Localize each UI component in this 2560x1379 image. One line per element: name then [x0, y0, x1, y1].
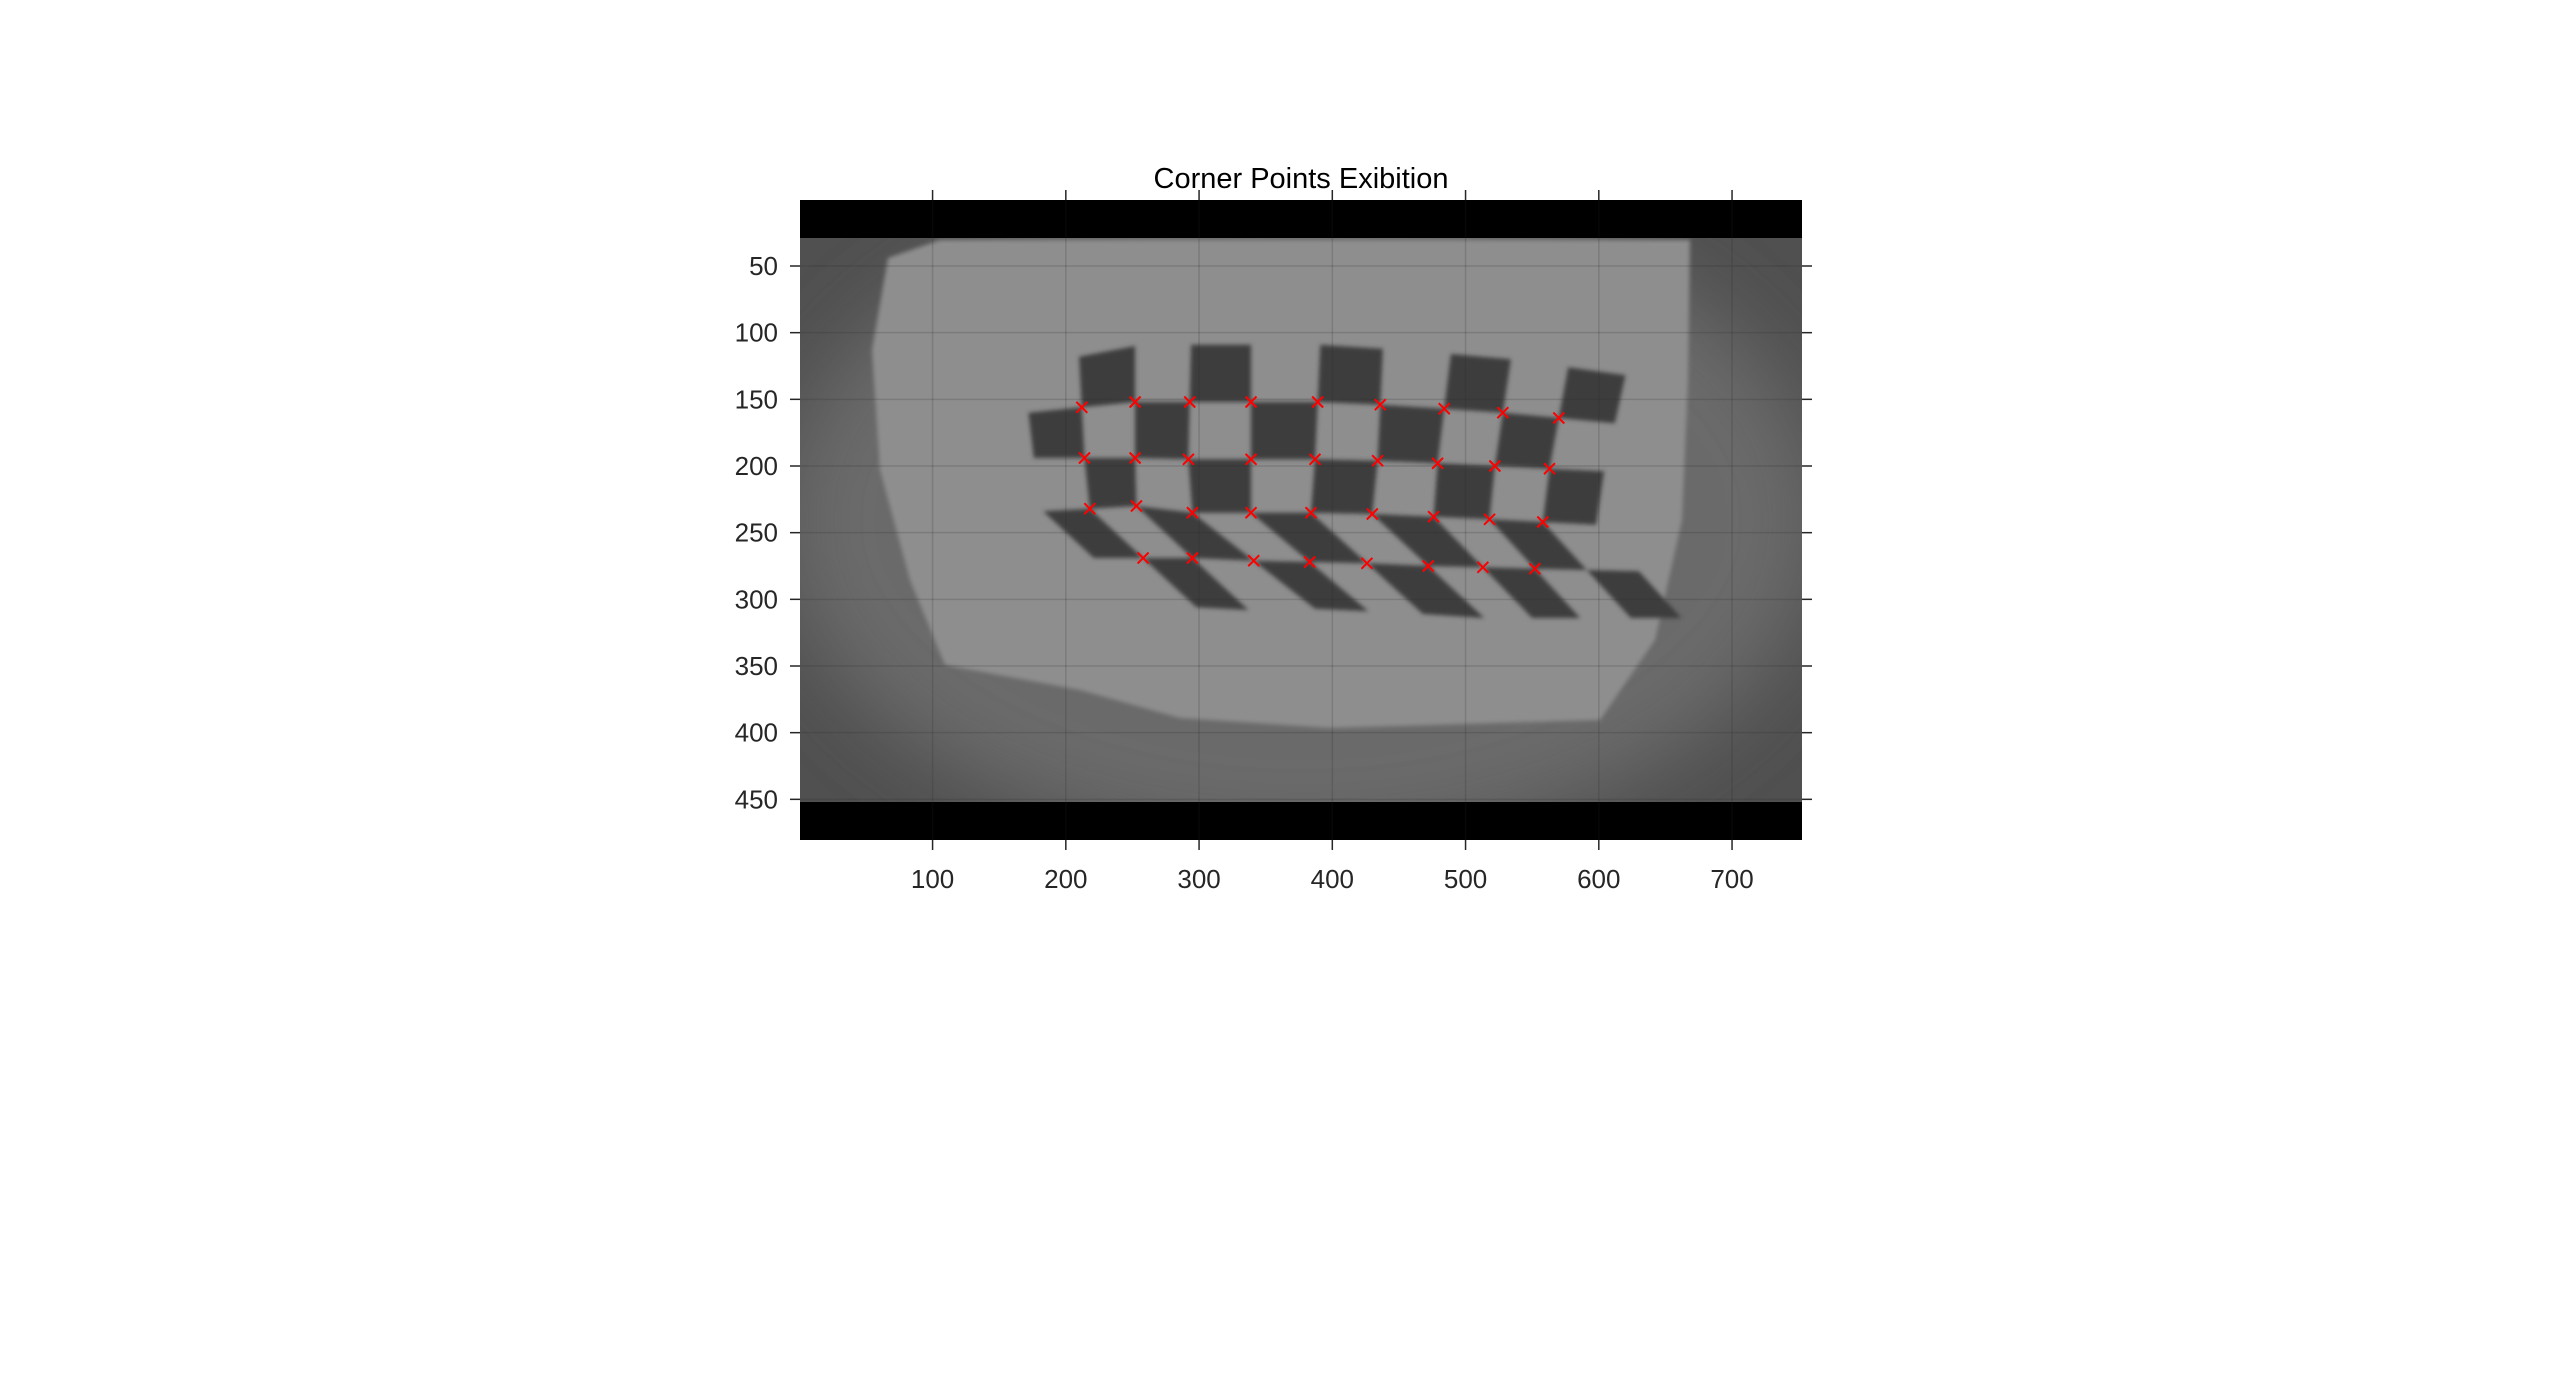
corner-point — [1488, 459, 1502, 473]
corner-point — [1438, 402, 1451, 415]
corner-point — [1431, 457, 1444, 470]
corner-point — [1186, 506, 1199, 519]
y-tick-label: 400 — [735, 718, 778, 748]
x-tick-label: 600 — [1577, 864, 1620, 894]
camera-image — [800, 200, 1802, 840]
y-tick-label: 350 — [735, 651, 778, 681]
board-square — [1489, 519, 1587, 570]
y-tick-label: 300 — [735, 584, 778, 614]
corner-point — [1128, 451, 1142, 465]
corner-point — [1371, 454, 1384, 467]
corner-point — [1136, 551, 1150, 565]
corner-point-markers — [1075, 395, 1566, 575]
x-tick-label: 300 — [1177, 864, 1220, 894]
board-square — [1433, 463, 1495, 520]
corner-point — [1244, 395, 1258, 409]
checkerboard-squares — [1028, 344, 1682, 618]
board-square — [1367, 563, 1485, 618]
axes — [790, 190, 1812, 850]
board-square — [1482, 567, 1581, 618]
board-square — [1377, 404, 1445, 464]
corner-point — [1374, 398, 1387, 411]
board-square — [1143, 558, 1249, 610]
corner-point — [1476, 561, 1490, 574]
board-square — [1311, 459, 1378, 514]
x-tick-label: 400 — [1311, 864, 1354, 894]
y-axis-ticks: 50 100 150 200 250 300 350 400 450 — [735, 251, 778, 814]
y-tick-label: 450 — [735, 784, 778, 814]
y-tick-label: 100 — [735, 318, 778, 348]
x-tick-label: 500 — [1444, 864, 1487, 894]
corner-point — [1366, 507, 1379, 521]
board-square — [1084, 458, 1137, 509]
corner-point — [1483, 513, 1496, 526]
board-square — [1586, 570, 1682, 618]
chart-title: Corner Points Exibition — [1154, 163, 1449, 195]
board-square — [1317, 344, 1383, 405]
corner-point — [1186, 551, 1199, 565]
corner-point — [1247, 554, 1260, 567]
corner-point — [1083, 502, 1097, 515]
board-square — [1494, 412, 1559, 469]
x-axis-ticks: 100 200 300 400 500 600 700 — [911, 864, 1754, 894]
x-tick-label: 200 — [1044, 864, 1087, 894]
corner-point — [1078, 451, 1091, 465]
corner-point — [1303, 555, 1316, 569]
corner-point — [1130, 499, 1143, 513]
board-square — [1028, 407, 1085, 458]
board-square — [1558, 367, 1626, 424]
y-tick-label: 50 — [749, 251, 778, 281]
board-square — [1188, 459, 1251, 513]
corner-point — [1182, 453, 1195, 466]
board-square — [1135, 402, 1190, 460]
corner-point — [1308, 453, 1322, 466]
corner-point — [1244, 453, 1258, 466]
board-square — [1444, 354, 1511, 413]
board-square — [1189, 344, 1251, 402]
corner-point — [1552, 411, 1566, 425]
corner-point — [1543, 462, 1556, 475]
corner-point — [1528, 562, 1542, 575]
corner-point — [1075, 401, 1089, 414]
corner-point — [1304, 506, 1318, 519]
board-square — [1251, 512, 1367, 564]
board-square — [1043, 508, 1144, 558]
x-tick-label: 100 — [911, 864, 954, 894]
letterbox-top — [800, 200, 1802, 238]
y-tick-label: 150 — [735, 384, 778, 414]
y-tick-label: 200 — [735, 451, 778, 481]
board-square — [1542, 468, 1605, 525]
grid-lines — [800, 200, 1802, 840]
corner-point — [1360, 557, 1374, 570]
plot-area — [800, 200, 1802, 840]
corner-point — [1536, 515, 1550, 529]
corner-point — [1427, 510, 1440, 523]
x-tick-label: 700 — [1710, 864, 1753, 894]
y-tick-label: 250 — [735, 518, 778, 548]
corner-point — [1496, 406, 1510, 419]
corner-point — [1244, 506, 1258, 519]
corner-point — [1422, 559, 1435, 573]
corner-point — [1128, 395, 1142, 409]
board-square — [1136, 506, 1254, 561]
board-square — [1079, 346, 1136, 408]
board-square — [1253, 560, 1369, 612]
corner-point — [1183, 395, 1196, 409]
corner-point — [1311, 395, 1324, 409]
board-square — [1251, 402, 1318, 460]
letterbox-bottom — [800, 802, 1802, 840]
board-square — [1372, 514, 1483, 568]
